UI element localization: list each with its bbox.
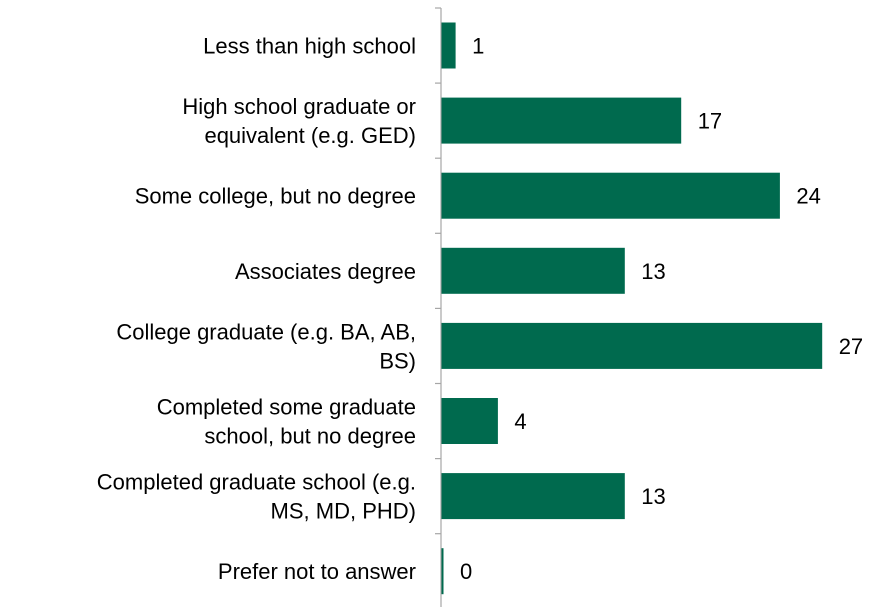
bar-4 <box>441 322 823 369</box>
category-label-1-line-1: equivalent (e.g. GED) <box>204 123 416 148</box>
data-label-7: 0 <box>460 559 472 584</box>
category-label-6-line-0: Completed graduate school (e.g. <box>97 470 416 495</box>
data-label-4: 27 <box>839 334 863 359</box>
data-label-5: 4 <box>514 409 526 434</box>
category-label-3: Associates degree <box>235 259 416 284</box>
bar-2 <box>441 172 780 219</box>
category-label-7: Prefer not to answer <box>218 559 416 584</box>
bar-6 <box>441 473 625 520</box>
data-label-3: 13 <box>641 259 665 284</box>
category-label-5-line-1: school, but no degree <box>204 424 416 449</box>
bar-0 <box>441 22 456 69</box>
bar-5 <box>441 398 498 444</box>
category-label-4-line-0: College graduate (e.g. BA, AB, <box>116 319 416 344</box>
bar-7 <box>441 548 444 595</box>
bar-3 <box>441 247 625 294</box>
category-label-6-line-1: MS, MD, PHD) <box>271 499 416 524</box>
data-label-2: 24 <box>796 184 820 209</box>
data-label-1: 17 <box>698 109 722 134</box>
data-label-6: 13 <box>641 484 665 509</box>
bar-1 <box>441 97 682 144</box>
category-label-4-line-1: BS) <box>379 348 416 373</box>
data-label-0: 1 <box>472 34 484 59</box>
category-label-0: Less than high school <box>203 34 416 59</box>
category-label-2: Some college, but no degree <box>135 184 416 209</box>
category-label-1-line-0: High school graduate or <box>182 94 416 119</box>
category-label-5-line-0: Completed some graduate <box>157 395 416 420</box>
